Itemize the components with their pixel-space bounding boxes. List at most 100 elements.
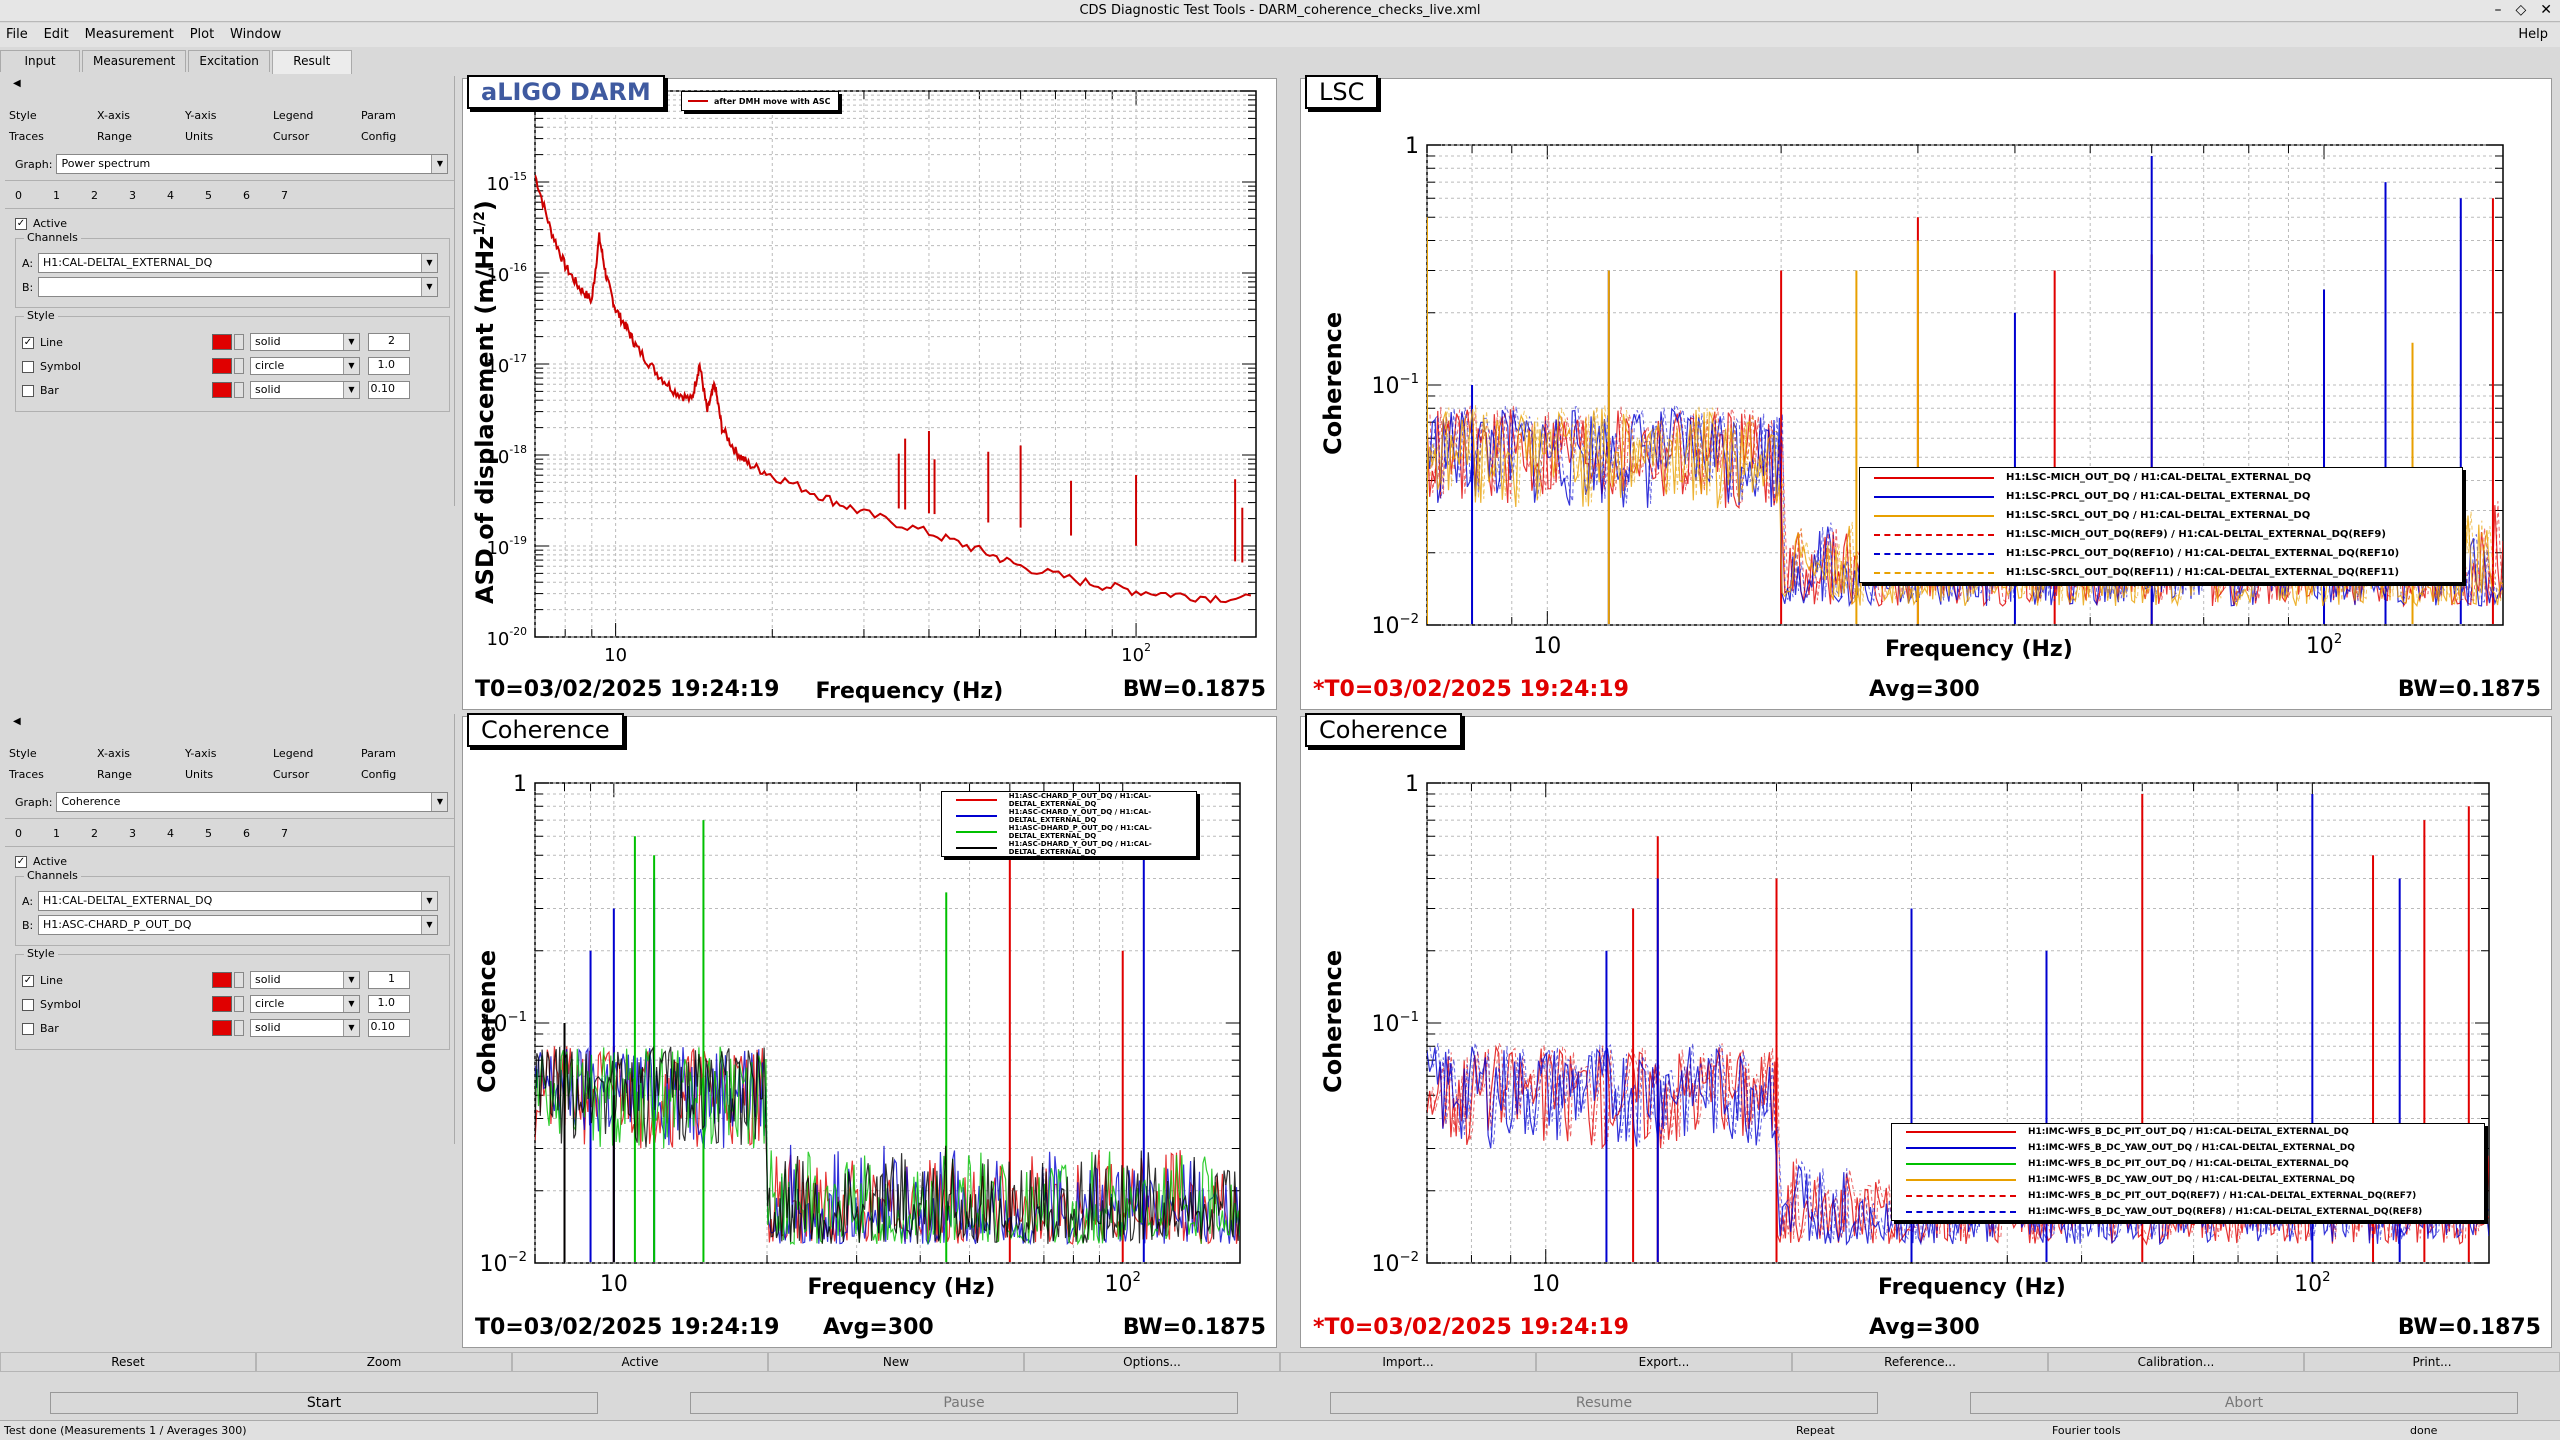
channel-b-select[interactable]: H1:ASC-CHARD_P_OUT_DQ ▼ xyxy=(38,915,438,935)
toolbar-active-button[interactable]: Active xyxy=(512,1352,768,1372)
line-color-dropdown[interactable] xyxy=(234,334,244,350)
line-checkbox[interactable]: ✓ xyxy=(22,974,34,987)
line-color-swatch[interactable] xyxy=(212,334,232,350)
trace-tab-7[interactable]: 7 xyxy=(281,827,288,840)
line-width-spinner[interactable]: 1 xyxy=(368,971,410,989)
channel-a-select[interactable]: H1:CAL-DELTAL_EXTERNAL_DQ ▼ xyxy=(38,891,438,911)
subtab-xaxis[interactable]: X-axis xyxy=(97,109,130,122)
channel-a-select[interactable]: H1:CAL-DELTAL_EXTERNAL_DQ ▼ xyxy=(38,253,438,273)
bar-width-spinner[interactable]: 0.10 xyxy=(368,1019,410,1037)
sym-width-spinner[interactable]: 1.0 xyxy=(368,357,410,375)
trace-tab-4[interactable]: 4 xyxy=(167,189,174,202)
trace-tab-6[interactable]: 6 xyxy=(243,189,250,202)
subtab-config[interactable]: Config xyxy=(361,130,397,143)
menu-measurement[interactable]: Measurement xyxy=(84,27,174,42)
trace-tab-5[interactable]: 5 xyxy=(205,827,212,840)
subtab-xaxis[interactable]: X-axis xyxy=(97,747,130,760)
bar-color-swatch[interactable] xyxy=(212,382,232,398)
channel-b-select[interactable]: ▼ xyxy=(38,277,438,297)
toolbar-new-button[interactable]: New xyxy=(768,1352,1024,1372)
menu-edit[interactable]: Edit xyxy=(43,27,69,42)
plot-darm[interactable]: 10-1410-1510-1610-1710-1810-1910-2010102… xyxy=(462,75,1277,710)
sym-style-select[interactable]: circle ▼ xyxy=(250,357,360,375)
trace-tab-1[interactable]: 1 xyxy=(53,189,60,202)
graph-select[interactable]: Coherence ▼ xyxy=(56,792,449,812)
p4-axes[interactable]: 1 10−1 10−2 10 102 xyxy=(1301,717,2551,1347)
bar-width-spinner[interactable]: 0.10 xyxy=(368,381,410,399)
toolbar-export-button[interactable]: Export... xyxy=(1536,1352,1792,1372)
bar-color-dropdown[interactable] xyxy=(234,1020,244,1036)
sym-style-select[interactable]: circle ▼ xyxy=(250,995,360,1013)
subtab-yaxis[interactable]: Y-axis xyxy=(185,747,217,760)
subtab-units[interactable]: Units xyxy=(185,130,214,143)
sym-color-swatch[interactable] xyxy=(212,996,232,1012)
toolbar-import-button[interactable]: Import... xyxy=(1280,1352,1536,1372)
collapse-arrow-icon[interactable]: ◀ xyxy=(13,78,21,89)
line-width-spinner[interactable]: 2 xyxy=(368,333,410,351)
trace-tab-0[interactable]: 0 xyxy=(15,189,22,202)
graph-select[interactable]: Power spectrum ▼ xyxy=(56,154,449,174)
line-color-dropdown[interactable] xyxy=(234,972,244,988)
bar-color-dropdown[interactable] xyxy=(234,382,244,398)
trace-tab-0[interactable]: 0 xyxy=(15,827,22,840)
pause-button[interactable]: Pause xyxy=(690,1392,1238,1414)
subtab-range[interactable]: Range xyxy=(97,768,132,781)
plot-asc-coherence[interactable]: 1 10−1 10−2 10 102 Coherence Coherence Frequenc… xyxy=(462,713,1277,1348)
sym-color-dropdown[interactable] xyxy=(234,358,244,374)
bar-checkbox[interactable] xyxy=(22,1022,34,1035)
p3-axes[interactable]: 1 10−1 10−2 10 102 xyxy=(463,717,1276,1347)
tab-measurement[interactable]: Measurement xyxy=(82,50,187,72)
toolbar-options-button[interactable]: Options... xyxy=(1024,1352,1280,1372)
sym-color-swatch[interactable] xyxy=(212,358,232,374)
trace-tab-5[interactable]: 5 xyxy=(205,189,212,202)
plot-lsc[interactable]: 1 10−1 10−2 10 102 LSC Coherence Frequency (Hz)… xyxy=(1300,75,2552,710)
subtab-traces[interactable]: Traces xyxy=(9,768,44,781)
toolbar-reset-button[interactable]: Reset xyxy=(0,1352,256,1372)
subtab-param[interactable]: Param xyxy=(361,747,396,760)
tab-input[interactable]: Input xyxy=(0,50,80,72)
line-checkbox[interactable]: ✓ xyxy=(22,336,34,349)
minimize-icon[interactable]: – xyxy=(2494,2,2502,18)
trace-tab-6[interactable]: 6 xyxy=(243,827,250,840)
trace-tab-2[interactable]: 2 xyxy=(91,827,98,840)
subtab-cursor[interactable]: Cursor xyxy=(273,768,310,781)
subtab-range[interactable]: Range xyxy=(97,130,132,143)
bar-style-select[interactable]: solid ▼ xyxy=(250,381,360,399)
subtab-param[interactable]: Param xyxy=(361,109,396,122)
sym-checkbox[interactable] xyxy=(22,360,34,373)
maximize-icon[interactable]: ◇ xyxy=(2515,2,2527,18)
active-checkbox[interactable]: ✓ xyxy=(15,855,27,868)
subtab-cursor[interactable]: Cursor xyxy=(273,130,310,143)
menu-file[interactable]: File xyxy=(6,27,28,42)
bar-checkbox[interactable] xyxy=(22,384,34,397)
trace-tab-7[interactable]: 7 xyxy=(281,189,288,202)
subtab-units[interactable]: Units xyxy=(185,768,214,781)
subtab-traces[interactable]: Traces xyxy=(9,130,44,143)
sym-width-spinner[interactable]: 1.0 xyxy=(368,995,410,1013)
toolbar-reference-button[interactable]: Reference... xyxy=(1792,1352,2048,1372)
menu-window[interactable]: Window xyxy=(230,27,282,42)
bar-style-select[interactable]: solid ▼ xyxy=(250,1019,360,1037)
p2-axes[interactable]: 1 10−1 10−2 10 102 xyxy=(1301,79,2551,709)
menu-help[interactable]: Help xyxy=(2518,27,2548,42)
sym-color-dropdown[interactable] xyxy=(234,996,244,1012)
toolbar-zoom-button[interactable]: Zoom xyxy=(256,1352,512,1372)
abort-button[interactable]: Abort xyxy=(1970,1392,2518,1414)
collapse-arrow-icon[interactable]: ◀ xyxy=(13,716,21,727)
toolbar-print-button[interactable]: Print... xyxy=(2304,1352,2560,1372)
line-style-select[interactable]: solid ▼ xyxy=(250,333,360,351)
trace-tab-3[interactable]: 3 xyxy=(129,827,136,840)
menu-plot[interactable]: Plot xyxy=(189,27,215,42)
resume-button[interactable]: Resume xyxy=(1330,1392,1878,1414)
tab-excitation[interactable]: Excitation xyxy=(188,50,270,72)
active-checkbox[interactable]: ✓ xyxy=(15,217,27,230)
subtab-style[interactable]: Style xyxy=(9,109,37,122)
bar-color-swatch[interactable] xyxy=(212,1020,232,1036)
subtab-style[interactable]: Style xyxy=(9,747,37,760)
trace-tab-3[interactable]: 3 xyxy=(129,189,136,202)
line-style-select[interactable]: solid ▼ xyxy=(250,971,360,989)
close-icon[interactable]: ✕ xyxy=(2540,2,2552,18)
start-button[interactable]: Start xyxy=(50,1392,598,1414)
subtab-legend[interactable]: Legend xyxy=(273,747,314,760)
